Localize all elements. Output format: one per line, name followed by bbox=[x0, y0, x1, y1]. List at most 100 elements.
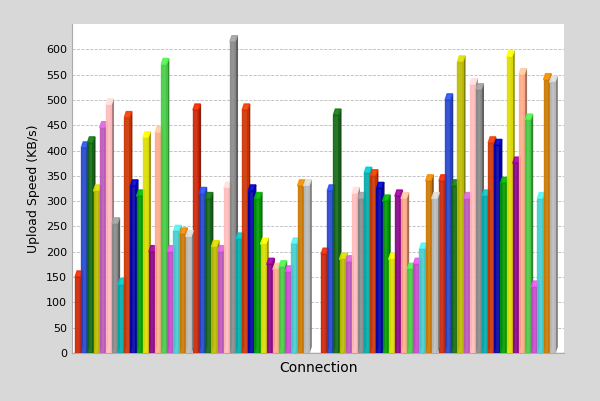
Bar bbox=[260, 244, 266, 353]
Polygon shape bbox=[266, 238, 268, 353]
Bar bbox=[334, 115, 339, 353]
Bar bbox=[218, 252, 223, 353]
Polygon shape bbox=[406, 192, 409, 353]
Polygon shape bbox=[284, 261, 287, 353]
Polygon shape bbox=[236, 233, 244, 239]
Bar bbox=[124, 117, 130, 353]
Polygon shape bbox=[525, 114, 533, 120]
Polygon shape bbox=[482, 190, 490, 196]
Polygon shape bbox=[351, 256, 353, 353]
Bar bbox=[439, 181, 445, 353]
Bar bbox=[211, 247, 217, 353]
Bar bbox=[419, 249, 425, 353]
Bar bbox=[519, 75, 524, 353]
Polygon shape bbox=[160, 127, 163, 353]
Polygon shape bbox=[248, 185, 256, 191]
Polygon shape bbox=[407, 263, 415, 269]
Bar bbox=[205, 198, 211, 353]
Polygon shape bbox=[173, 225, 181, 231]
Polygon shape bbox=[298, 180, 305, 186]
Polygon shape bbox=[481, 84, 484, 353]
Bar bbox=[118, 285, 124, 353]
Polygon shape bbox=[241, 233, 244, 353]
Bar bbox=[130, 186, 136, 353]
Bar bbox=[179, 234, 185, 353]
Polygon shape bbox=[419, 258, 421, 353]
Bar bbox=[106, 105, 111, 353]
Bar bbox=[482, 196, 487, 353]
Polygon shape bbox=[80, 271, 83, 353]
Polygon shape bbox=[93, 137, 95, 353]
Bar bbox=[432, 198, 437, 353]
Polygon shape bbox=[364, 192, 365, 353]
Polygon shape bbox=[235, 36, 238, 353]
Bar bbox=[538, 198, 543, 353]
Polygon shape bbox=[488, 137, 496, 143]
Bar bbox=[470, 85, 475, 353]
Bar bbox=[513, 163, 518, 353]
Polygon shape bbox=[364, 167, 371, 173]
Bar bbox=[100, 128, 105, 353]
Polygon shape bbox=[118, 279, 125, 285]
Bar bbox=[531, 287, 536, 353]
Polygon shape bbox=[218, 246, 225, 252]
Polygon shape bbox=[419, 243, 427, 249]
Polygon shape bbox=[340, 253, 347, 259]
Bar bbox=[445, 100, 451, 353]
Polygon shape bbox=[394, 253, 396, 353]
Bar bbox=[75, 277, 80, 353]
Bar bbox=[321, 254, 326, 353]
Y-axis label: Upload Speed (KB/s): Upload Speed (KB/s) bbox=[28, 124, 40, 253]
Bar bbox=[112, 224, 118, 353]
Polygon shape bbox=[223, 246, 225, 353]
Polygon shape bbox=[352, 187, 359, 194]
Polygon shape bbox=[389, 253, 396, 259]
Polygon shape bbox=[81, 142, 89, 148]
Bar bbox=[544, 80, 549, 353]
Bar bbox=[149, 252, 154, 353]
Bar bbox=[298, 186, 303, 353]
Polygon shape bbox=[358, 192, 365, 198]
Polygon shape bbox=[346, 256, 353, 262]
Bar bbox=[327, 191, 332, 353]
Polygon shape bbox=[538, 192, 545, 198]
Polygon shape bbox=[167, 246, 175, 252]
Polygon shape bbox=[205, 187, 206, 353]
Polygon shape bbox=[555, 76, 557, 353]
Bar bbox=[346, 262, 351, 353]
Polygon shape bbox=[292, 238, 299, 244]
Polygon shape bbox=[475, 79, 477, 353]
Bar bbox=[161, 65, 167, 353]
Polygon shape bbox=[124, 111, 132, 117]
Polygon shape bbox=[254, 185, 256, 353]
Polygon shape bbox=[383, 195, 390, 201]
Polygon shape bbox=[437, 192, 439, 353]
Polygon shape bbox=[494, 140, 502, 146]
Polygon shape bbox=[395, 190, 403, 196]
Polygon shape bbox=[487, 190, 490, 353]
Bar bbox=[550, 82, 555, 353]
Polygon shape bbox=[142, 190, 144, 353]
Bar bbox=[167, 252, 173, 353]
Polygon shape bbox=[303, 180, 305, 353]
Polygon shape bbox=[457, 56, 465, 62]
Bar bbox=[279, 267, 284, 353]
Bar bbox=[358, 198, 364, 353]
Polygon shape bbox=[148, 132, 150, 353]
Bar bbox=[389, 259, 394, 353]
Bar bbox=[500, 183, 506, 353]
Polygon shape bbox=[273, 263, 280, 269]
Polygon shape bbox=[254, 192, 262, 198]
Polygon shape bbox=[327, 185, 335, 191]
Polygon shape bbox=[137, 190, 144, 196]
Polygon shape bbox=[161, 59, 169, 65]
Bar bbox=[199, 194, 205, 353]
Polygon shape bbox=[278, 263, 280, 353]
Polygon shape bbox=[229, 182, 231, 353]
Polygon shape bbox=[94, 185, 101, 191]
Polygon shape bbox=[413, 258, 421, 264]
Polygon shape bbox=[543, 192, 545, 353]
Polygon shape bbox=[88, 137, 95, 143]
Bar bbox=[407, 269, 413, 353]
Bar bbox=[395, 196, 400, 353]
